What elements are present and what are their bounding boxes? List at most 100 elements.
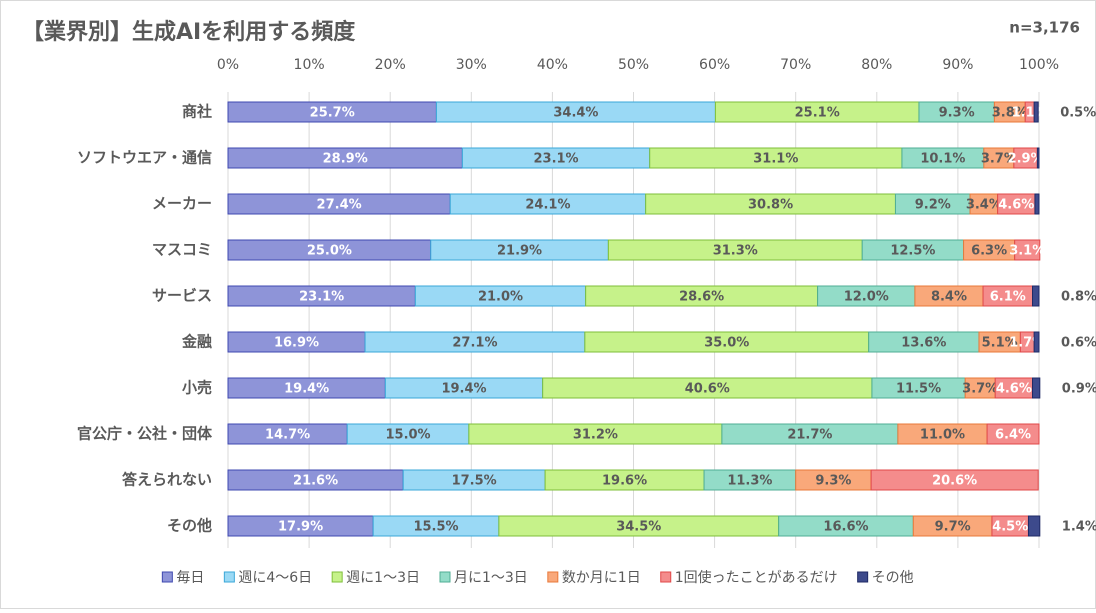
data-label: 0.9% (1062, 382, 1096, 397)
bar-segment (1036, 147, 1040, 169)
data-label: 17.5% (452, 474, 497, 489)
x-tick-label: 100% (1019, 57, 1059, 73)
x-tick-label: 60% (699, 57, 730, 73)
legend-swatch (660, 571, 672, 583)
y-tick-label: 官公庁・公社・団体 (77, 425, 213, 443)
bar-segment (1033, 331, 1040, 353)
data-label: 9.3% (939, 106, 975, 121)
data-label: 4.6% (996, 382, 1032, 397)
data-label: 4.5% (992, 520, 1028, 535)
data-label: 9.3% (815, 474, 851, 489)
data-label: 16.6% (823, 520, 868, 535)
data-label: 17.9% (278, 520, 323, 535)
data-label: 6.3% (971, 244, 1007, 259)
data-label: 23.1% (299, 290, 344, 305)
data-label: 27.4% (317, 198, 362, 213)
data-label: 9.7% (935, 520, 971, 535)
data-label: 34.5% (616, 520, 661, 535)
data-label: 19.4% (441, 382, 486, 397)
data-label: 2.9% (1008, 152, 1044, 167)
data-label: 3.1% (1009, 244, 1045, 259)
data-label: 40.6% (685, 382, 730, 397)
x-tick-label: 20% (375, 57, 406, 73)
y-tick-label: その他 (167, 517, 212, 535)
x-tick-label: 30% (456, 57, 487, 73)
data-label: 21.9% (497, 244, 542, 259)
data-label: 8.4% (931, 290, 967, 305)
bar-segment (1034, 193, 1040, 215)
y-tick-label: ソフトウエア・通信 (77, 149, 212, 167)
data-label: 0.6% (1061, 336, 1096, 351)
x-tick-label: 90% (942, 57, 973, 73)
data-label: 11.0% (920, 428, 965, 443)
data-label: 1.1% (1012, 106, 1048, 121)
bar-segment (1032, 285, 1040, 307)
data-label: 15.5% (413, 520, 458, 535)
legend-swatch (223, 571, 235, 583)
data-label: 12.0% (844, 290, 889, 305)
data-label: 3.7% (981, 152, 1017, 167)
chart-title: 【業界別】生成AIを利用する頻度 (22, 19, 356, 45)
data-label: 1.7% (1009, 336, 1045, 351)
data-label: 3.7% (962, 382, 998, 397)
data-label: 9.2% (915, 198, 951, 213)
legend-label: 数か月に1日 (562, 570, 641, 586)
x-tick-label: 50% (618, 57, 649, 73)
x-tick-label: 70% (780, 57, 811, 73)
data-label: 11.3% (727, 474, 772, 489)
data-label: 28.6% (679, 290, 724, 305)
x-tick-label: 0% (217, 57, 239, 73)
data-label: 28.9% (323, 152, 368, 167)
data-label: 31.3% (713, 244, 758, 259)
data-label: 21.6% (293, 474, 338, 489)
y-tick-label: 金融 (181, 333, 212, 351)
data-label: 3.4% (966, 198, 1002, 213)
data-label: 5.1% (982, 336, 1018, 351)
y-tick-label: サービス (152, 287, 212, 305)
y-tick-label: メーカー (152, 195, 212, 213)
legend-label: 週に1～3日 (346, 570, 420, 586)
data-label: 0.5% (1060, 106, 1096, 121)
data-label: 35.0% (704, 336, 749, 351)
data-label: 13.6% (901, 336, 946, 351)
data-label: 14.7% (265, 428, 310, 443)
data-label: 1.4% (1062, 520, 1096, 535)
data-label: 25.7% (310, 106, 355, 121)
y-tick-label: 小売 (182, 379, 212, 397)
data-label: 31.1% (753, 152, 798, 167)
data-label: 19.6% (602, 474, 647, 489)
data-label: 21.0% (478, 290, 523, 305)
sample-size: n=3,176 (1009, 19, 1080, 37)
bar-segment (1014, 239, 1041, 261)
data-label: 27.1% (452, 336, 497, 351)
data-label: 25.0% (307, 244, 352, 259)
data-label: 23.1% (533, 152, 578, 167)
bar-segment (986, 423, 1040, 445)
data-label: 0.8% (1061, 290, 1096, 305)
data-label: 24.1% (525, 198, 570, 213)
data-label: 4.6% (998, 198, 1034, 213)
legend-swatch (331, 571, 343, 583)
x-tick-label: 40% (537, 57, 568, 73)
data-label: 25.1% (795, 106, 840, 121)
x-tick-label: 10% (294, 57, 325, 73)
legend-label: その他 (872, 570, 914, 586)
data-label: 11.5% (896, 382, 941, 397)
data-label: 19.4% (284, 382, 329, 397)
data-label: 3.8% (992, 106, 1028, 121)
y-tick-label: 商社 (182, 103, 212, 121)
legend-swatch (857, 571, 869, 583)
data-label: 6.4% (995, 428, 1031, 443)
data-label: 30.8% (748, 198, 793, 213)
data-label: 15.0% (385, 428, 430, 443)
x-tick-label: 80% (861, 57, 892, 73)
y-tick-label: 答えられない (122, 471, 212, 489)
legend-label: 1回使ったことがあるだけ (675, 569, 838, 586)
bar-segment (870, 469, 1039, 491)
legend-label: 毎日 (176, 570, 204, 586)
data-label: 12.5% (890, 244, 935, 259)
legend-label: 月に1～3日 (454, 570, 528, 586)
data-label: 34.4% (553, 106, 598, 121)
legend-swatch (161, 571, 173, 583)
